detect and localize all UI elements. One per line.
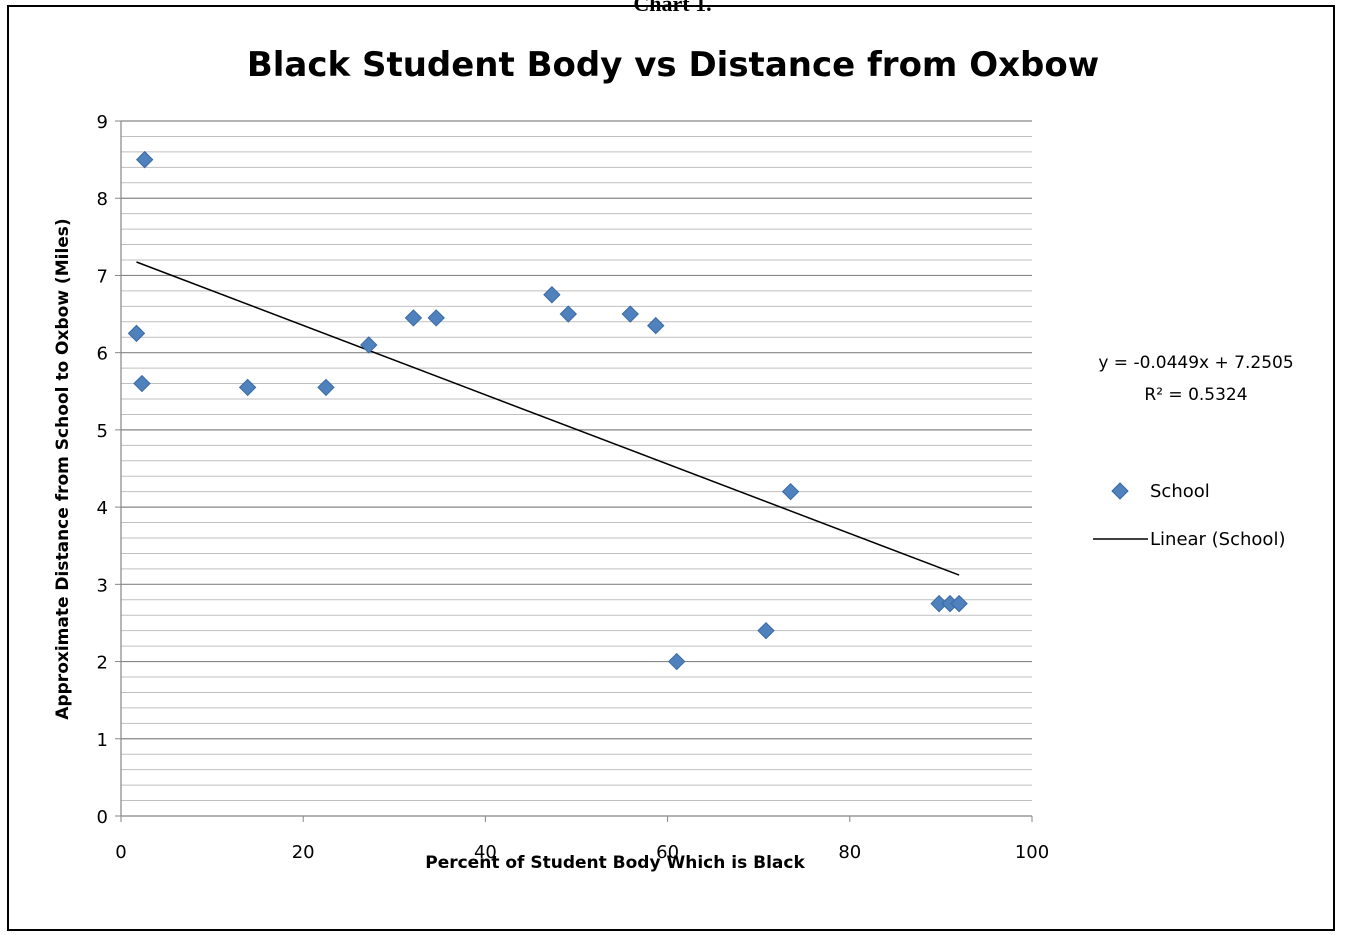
data-point [757, 621, 775, 640]
gridlines [121, 120, 1032, 802]
data-point [404, 309, 423, 327]
y-tick-label: 3 [97, 575, 108, 596]
data-point [559, 305, 578, 323]
data-point [135, 150, 154, 169]
x-tick-label: 40 [474, 842, 497, 863]
y-tick-label: 9 [97, 112, 108, 133]
data-point [950, 594, 968, 613]
data-point [647, 316, 665, 335]
y-tick-label: 6 [97, 344, 108, 365]
chart-frame [7, 5, 1335, 931]
trendline-equation: y = -0.0449x + 7.2505 [1098, 353, 1293, 373]
data-point [427, 309, 445, 327]
legend-marker-school [1111, 482, 1129, 500]
y-tick-label: 5 [97, 421, 108, 442]
y-tick-label: 2 [97, 653, 108, 674]
x-tick-label: 80 [838, 842, 861, 863]
legend-label-school: School [1150, 481, 1210, 502]
y-tick-label: 1 [97, 730, 108, 751]
chart-title: Black Student Body vs Distance from Oxbo… [247, 45, 1099, 85]
legend: School Linear (School) [1093, 481, 1285, 550]
x-axis-title: Percent of Student Body Which is Black [425, 853, 805, 873]
data-point [127, 324, 146, 343]
y-tick-label: 7 [97, 266, 108, 287]
tick-labels: 0 1 2 3 4 5 6 7 8 9 0 20 40 60 80 100 [97, 112, 1050, 863]
x-tick-label: 60 [656, 842, 679, 863]
data-point [543, 286, 561, 304]
y-axis-title: Approximate Distance from School to Oxbo… [53, 218, 73, 719]
axes [115, 120, 1033, 822]
x-tick-label: 100 [1015, 842, 1049, 863]
y-tick-label: 4 [97, 498, 108, 519]
y-tick-label: 0 [97, 807, 108, 828]
data-point [621, 305, 639, 323]
trendline-group [136, 261, 960, 576]
data-point [238, 378, 257, 397]
y-tick-label: 8 [97, 189, 108, 210]
legend-label-trend: Linear (School) [1150, 529, 1285, 550]
chart-caption: Chart 1. [633, 0, 712, 16]
x-tick-label: 20 [292, 842, 315, 863]
x-tick-label: 0 [115, 842, 126, 863]
data-point [133, 374, 151, 393]
data-point [317, 378, 335, 397]
data-point [781, 482, 800, 501]
data-point [360, 336, 378, 354]
data-points [127, 150, 968, 671]
trendline [136, 261, 960, 576]
trendline-r-squared: R² = 0.5324 [1144, 385, 1247, 405]
data-point [668, 652, 686, 671]
